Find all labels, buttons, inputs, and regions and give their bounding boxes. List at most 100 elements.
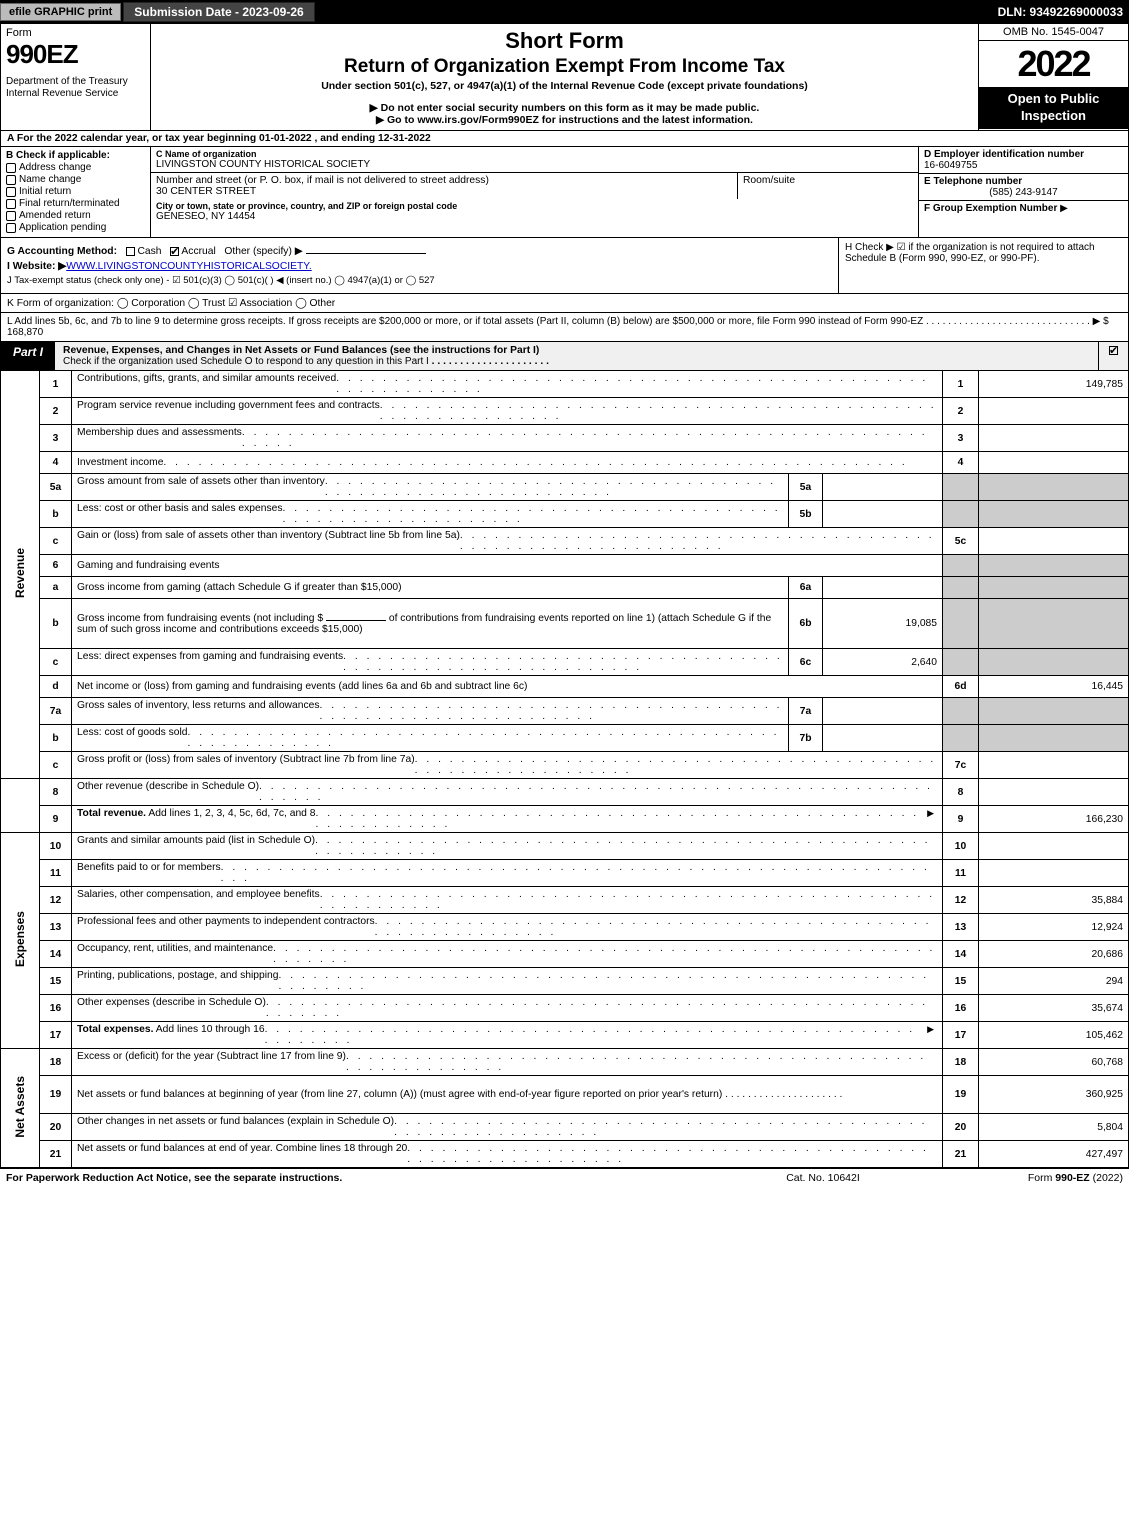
chk-initial-return[interactable] [6,187,16,197]
l5b-sv [823,501,943,528]
l3-val [979,425,1129,452]
l15-no: 15 [40,968,72,995]
l2-val [979,398,1129,425]
goto-link[interactable]: ▶ Go to www.irs.gov/Form990EZ for instru… [157,114,972,126]
l16-val: 35,674 [979,995,1129,1022]
l12-desc: Salaries, other compensation, and employ… [77,889,320,911]
l13-desc: Professional fees and other payments to … [77,916,375,938]
l7b-sv [823,725,943,752]
col-def: D Employer identification number 16-6049… [918,147,1128,237]
l10-no: 10 [40,833,72,860]
l16-no: 16 [40,995,72,1022]
part1-header: Part I Revenue, Expenses, and Changes in… [0,342,1129,371]
l7b-sn: 7b [789,725,823,752]
l15-val: 294 [979,968,1129,995]
l13-no: 13 [40,914,72,941]
e-label: E Telephone number [924,176,1123,187]
footer: For Paperwork Reduction Act Notice, see … [0,1168,1129,1187]
l9-no: 9 [40,806,72,833]
subtitle: Under section 501(c), 527, or 4947(a)(1)… [157,80,972,92]
l6c-desc: Less: direct expenses from gaming and fu… [77,651,343,673]
l14-no: 14 [40,941,72,968]
chk-accrual[interactable] [170,247,179,256]
title-return: Return of Organization Exempt From Incom… [157,56,972,78]
dln: DLN: 93492269000033 [998,5,1129,19]
l7c-desc: Gross profit or (loss) from sales of inv… [77,754,415,776]
f-label: F Group Exemption Number [924,203,1057,214]
row-i: I Website: ▶WWW.LIVINGSTONCOUNTYHISTORIC… [7,260,832,272]
telephone: (585) 243-9147 [924,187,1123,198]
l4-no: 4 [40,452,72,474]
l1-no: 1 [40,371,72,398]
l8-val [979,779,1129,806]
lbl-final-return: Final return/terminated [19,198,120,209]
l9-val: 166,230 [979,806,1129,833]
l7a-no: 7a [40,698,72,725]
l18-no: 18 [40,1049,72,1076]
l20-desc: Other changes in net assets or fund bala… [77,1116,394,1138]
chk-application-pending[interactable] [6,223,16,233]
l21-no: 21 [40,1141,72,1168]
c-name-label: C Name of organization [156,149,913,159]
website-link[interactable]: WWW.LIVINGSTONCOUNTYHISTORICALSOCIETY. [66,261,311,272]
chk-final-return[interactable] [6,199,16,209]
l6a-desc: Gross income from gaming (attach Schedul… [77,582,402,593]
l15-desc: Printing, publications, postage, and shi… [77,970,279,992]
l5c-desc: Gain or (loss) from sale of assets other… [77,530,460,552]
l18-desc: Excess or (deficit) for the year (Subtra… [77,1051,346,1073]
l5b-no: b [40,501,72,528]
l7a-sv [823,698,943,725]
chk-address-change[interactable] [6,163,16,173]
l17-no: 17 [40,1022,72,1049]
l13-val: 12,924 [979,914,1129,941]
l21-nc: 21 [943,1141,979,1168]
form-label: Form [6,27,145,39]
warning-ssn: ▶ Do not enter social security numbers o… [157,102,972,114]
lbl-accrual: Accrual [181,246,215,257]
chk-schedule-o[interactable] [1109,346,1118,355]
l6c-no: c [40,649,72,676]
l6a-sv [823,577,943,599]
vlabel-netassets: Net Assets [1,1049,40,1168]
d-label: D Employer identification number [924,149,1123,160]
l10-nc: 10 [943,833,979,860]
city: GENESEO, NY 14454 [156,211,913,222]
col-c: C Name of organization LIVINGSTON COUNTY… [151,147,918,237]
chk-name-change[interactable] [6,175,16,185]
l19-desc: Net assets or fund balances at beginning… [77,1089,722,1100]
org-name: LIVINGSTON COUNTY HISTORICAL SOCIETY [156,159,913,170]
l4-desc: Investment income [77,457,163,468]
l11-desc: Benefits paid to or for members [77,862,221,884]
row-a: A For the 2022 calendar year, or tax yea… [0,131,1129,147]
l14-val: 20,686 [979,941,1129,968]
l11-nc: 11 [943,860,979,887]
l7b-no: b [40,725,72,752]
chk-amended-return[interactable] [6,211,16,221]
l4-val [979,452,1129,474]
department: Department of the Treasury Internal Reve… [6,76,145,100]
l6d-val: 16,445 [979,676,1129,698]
section-ghi: G Accounting Method: Cash Accrual Other … [0,238,1129,294]
row-l: L Add lines 5b, 6c, and 7b to line 9 to … [0,313,1129,342]
chk-cash[interactable] [126,247,135,256]
lbl-amended-return: Amended return [19,210,91,221]
c-city-label: City or town, state or province, country… [156,201,913,211]
l3-no: 3 [40,425,72,452]
l1-nc: 1 [943,371,979,398]
l4-nc: 4 [943,452,979,474]
l10-desc: Grants and similar amounts paid (list in… [77,835,315,857]
l7c-nc: 7c [943,752,979,779]
efile-print-button[interactable]: efile GRAPHIC print [0,3,121,21]
l21-desc: Net assets or fund balances at end of ye… [77,1143,407,1165]
lbl-cash: Cash [137,246,161,257]
l16-desc: Other expenses (describe in Schedule O) [77,997,266,1019]
footer-form: Form 990-EZ (2022) [923,1172,1123,1184]
l7b-desc: Less: cost of goods sold [77,727,187,749]
open-inspection: Open to Public Inspection [979,87,1128,129]
l18-val: 60,768 [979,1049,1129,1076]
b-header: B Check if applicable: [6,150,145,161]
row-h: H Check ▶ ☑ if the organization is not r… [838,238,1128,293]
l17-val: 105,462 [979,1022,1129,1049]
l12-val: 35,884 [979,887,1129,914]
lines-table: Revenue 1 Contributions, gifts, grants, … [0,371,1129,1168]
